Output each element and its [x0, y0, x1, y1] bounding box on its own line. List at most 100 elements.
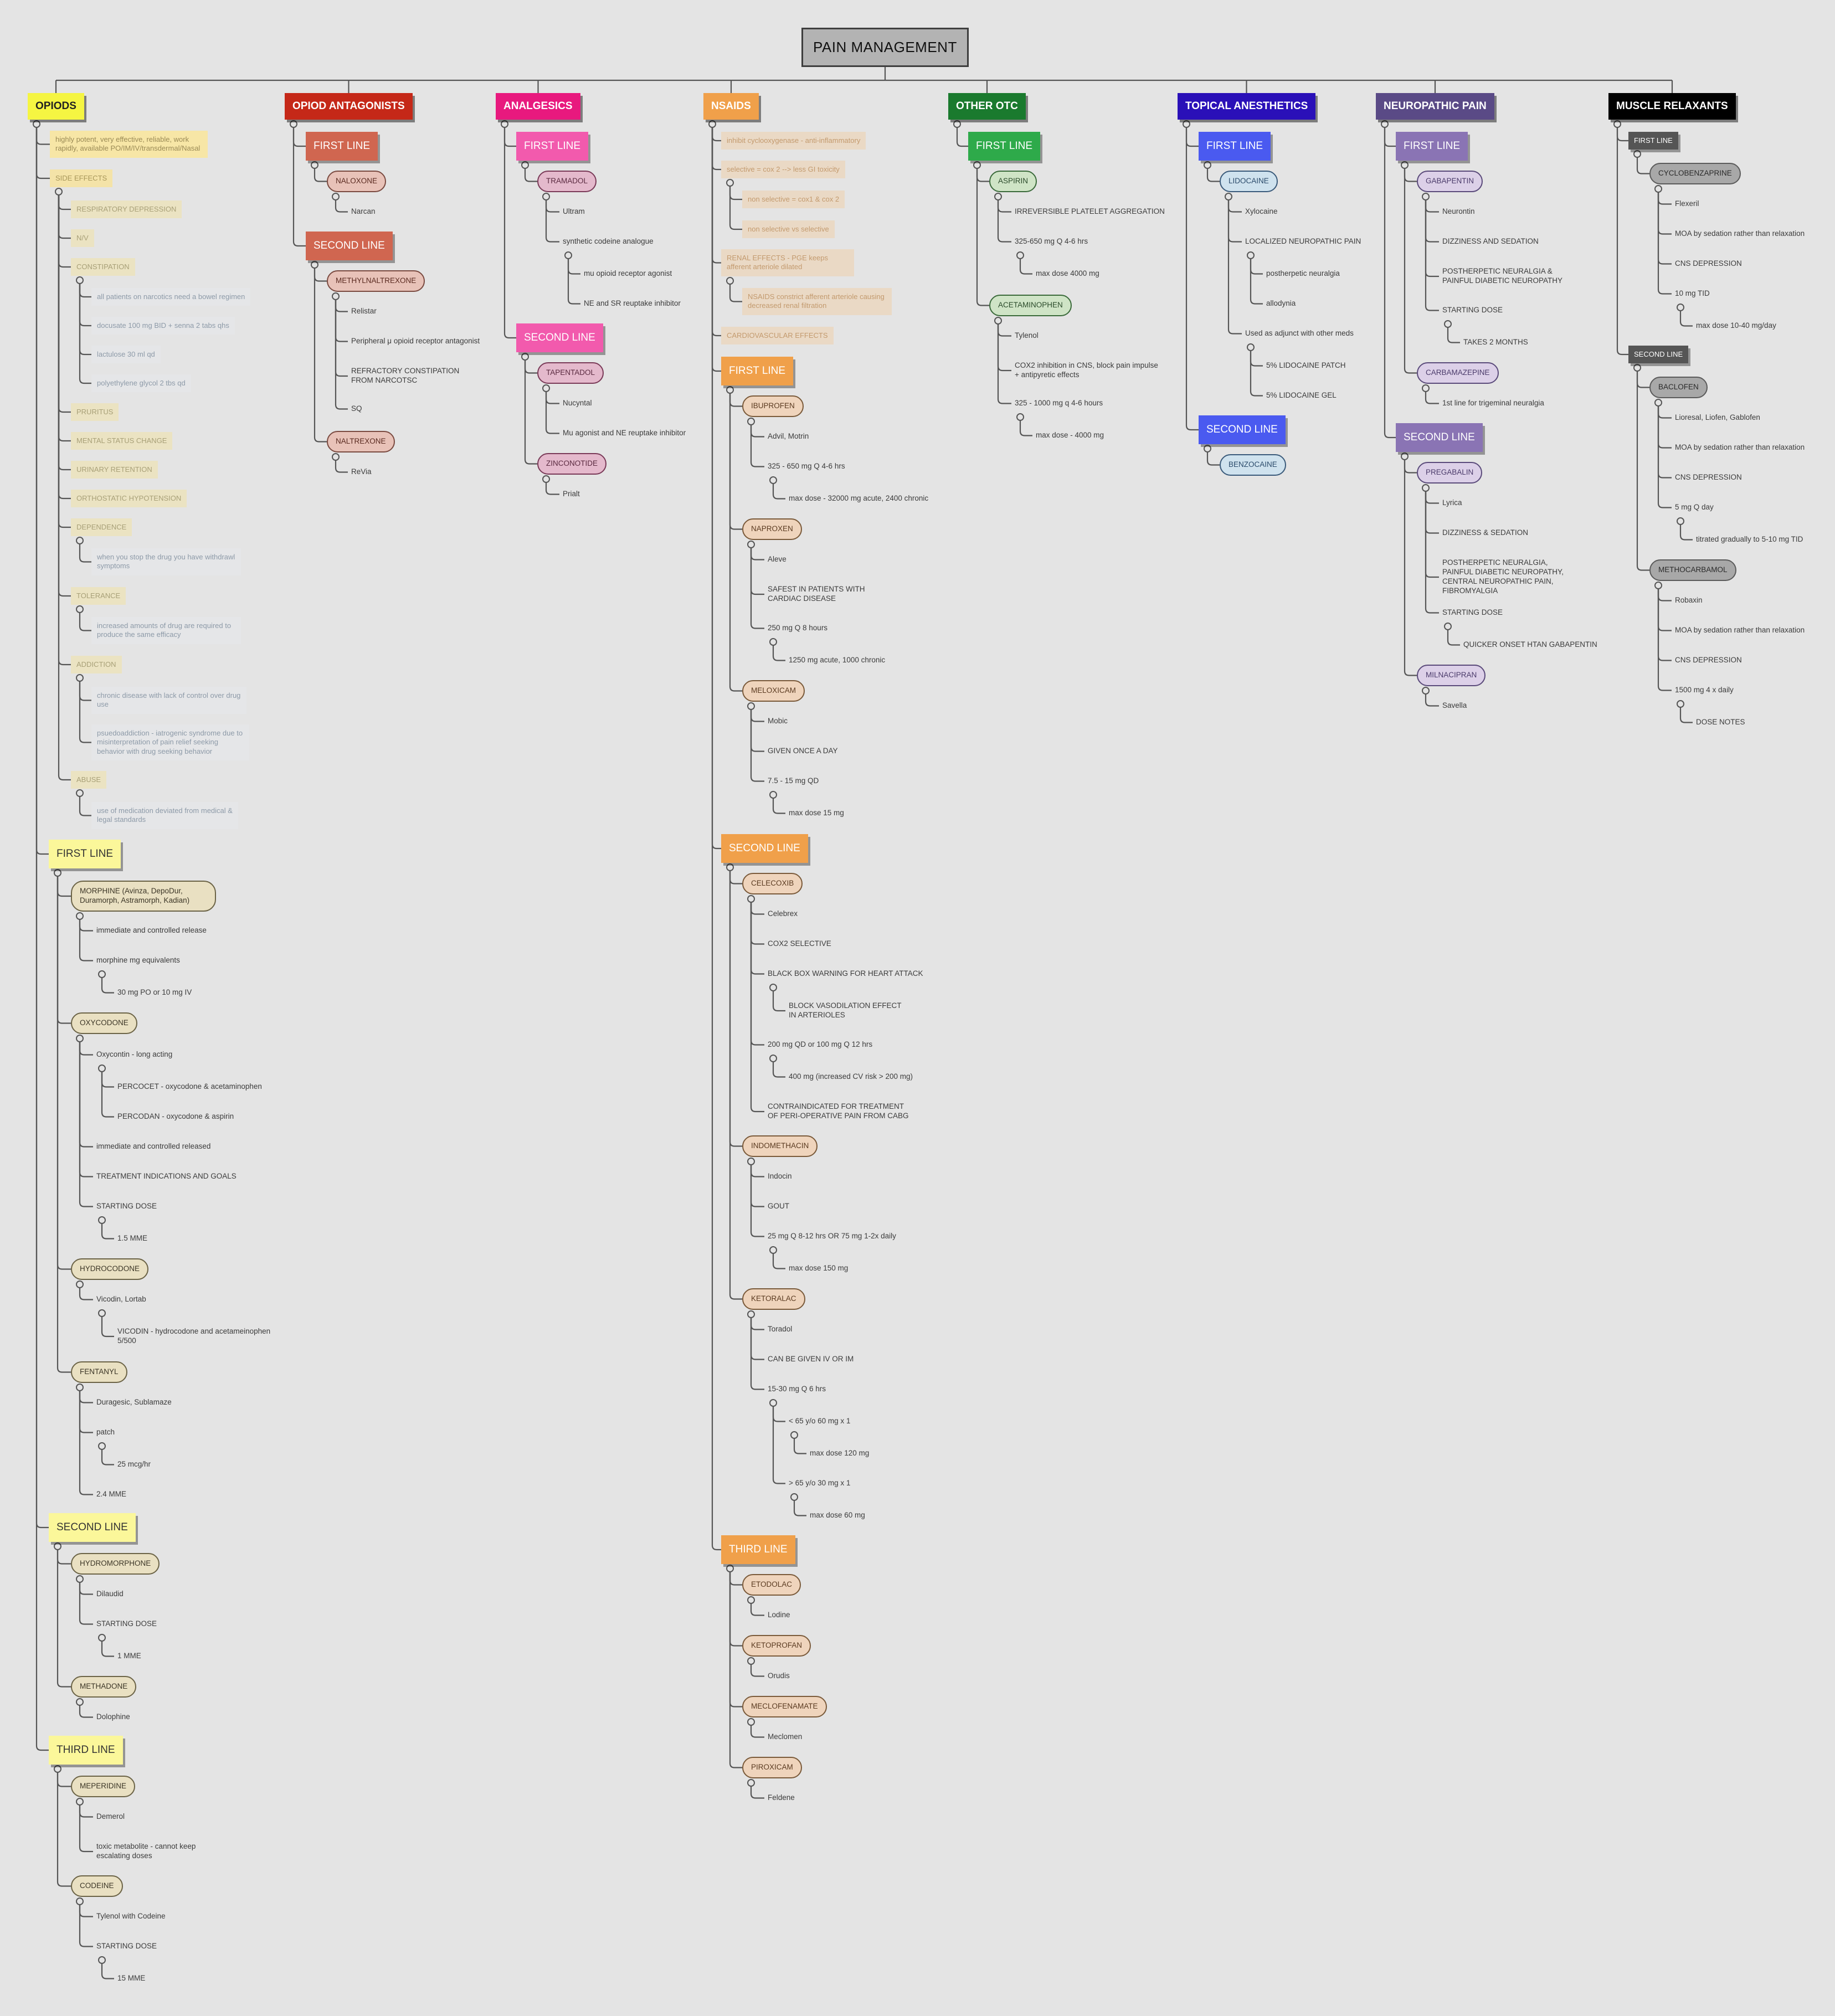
collapse-toggle-ns[interactable] [708, 120, 716, 128]
node-mr-bc4a[interactable]: titrated gradually to 5-10 mg TID [1696, 535, 1803, 543]
node-ns-cx5[interactable]: CONTRAINDICATED FOR TREATMENT OF PERI-OP… [768, 1102, 909, 1120]
node-mr-bc[interactable]: BACLOFEN [1649, 377, 1708, 398]
node-ot-as2[interactable]: 325-650 mg Q 4-6 hrs [1015, 237, 1088, 245]
node-an-sl[interactable]: SECOND LINE [516, 323, 603, 352]
node-op-hm2[interactable]: STARTING DOSE [96, 1619, 157, 1628]
node-an-tr[interactable]: TRAMADOL [537, 171, 597, 192]
node-op-oxy[interactable]: OXYCODONE [71, 1012, 137, 1034]
node-mr-cy[interactable]: CYCLOBENZAPRINE [1649, 163, 1741, 184]
node-mr-bc3[interactable]: CNS DEPRESSION [1675, 473, 1742, 481]
collapse-toggle-op-se10[interactable] [76, 674, 84, 682]
node-tp-li3b[interactable]: 5% LIDOCAINE GEL [1266, 391, 1337, 399]
node-oa-nt1[interactable]: ReVia [351, 467, 372, 476]
node-ns-px[interactable]: PIROXICAM [742, 1757, 802, 1778]
node-op-se1[interactable]: RESPIRATORY DEPRESSION [71, 200, 182, 219]
node-ns-np1[interactable]: Aleve [768, 555, 787, 563]
collapse-toggle-np-ga[interactable] [1422, 193, 1430, 200]
collapse-toggle-ot-ac3[interactable] [1016, 413, 1024, 421]
node-an-tr2a[interactable]: mu opioid receptor agonist [584, 269, 672, 277]
node-op-se9[interactable]: TOLERANCE [71, 587, 126, 605]
collapse-toggle-mr-sl[interactable] [1633, 364, 1641, 372]
node-op-oxy4[interactable]: STARTING DOSE [96, 1202, 157, 1210]
node-mr-cy2[interactable]: MOA by sedation rather than relaxation [1675, 229, 1805, 238]
node-mr-mc4[interactable]: 1500 mg 4 x daily [1675, 686, 1734, 694]
collapse-toggle-np-sl[interactable] [1401, 452, 1409, 460]
node-np-ga2[interactable]: DIZZINESS AND SEDATION [1442, 237, 1539, 245]
node-op-cd1[interactable]: Tylenol with Codeine [96, 1912, 166, 1920]
node-mr-bc4[interactable]: 5 mg Q day [1675, 503, 1714, 511]
node-ns-px1[interactable]: Feldene [768, 1793, 795, 1802]
collapse-toggle-ns-cx3[interactable] [769, 984, 777, 991]
collapse-toggle-op-mor[interactable] [76, 912, 84, 920]
collapse-toggle-an-tp[interactable] [542, 384, 550, 392]
node-an-tp1[interactable]: Nucyntal [563, 399, 592, 407]
node-tp-fl[interactable]: FIRST LINE [1199, 132, 1271, 161]
node-np-pg4[interactable]: STARTING DOSE [1442, 608, 1503, 616]
collapse-toggle-op-hyd1[interactable] [98, 1309, 106, 1317]
node-ns-in1[interactable]: Indocin [768, 1172, 792, 1180]
node-mr[interactable]: MUSCLE RELAXANTS [1608, 93, 1736, 120]
node-ns-kt3b1[interactable]: max dose 60 mg [810, 1511, 865, 1519]
node-tp-li2b[interactable]: allodynia [1266, 299, 1296, 307]
node-op-fen2a[interactable]: 25 mcg/hr [117, 1460, 151, 1468]
node-op-hyd[interactable]: HYDROCODONE [71, 1258, 149, 1280]
node-ns-kp1[interactable]: Orudis [768, 1672, 790, 1680]
node-op-mor3[interactable]: 30 mg PO or 10 mg IV [117, 988, 192, 996]
collapse-toggle-oa-nt[interactable] [332, 453, 340, 461]
node-np-pg[interactable]: PREGABALIN [1417, 462, 1483, 484]
collapse-toggle-ns-ren[interactable] [726, 277, 734, 285]
collapse-toggle-ot-fl[interactable] [973, 161, 981, 169]
collapse-toggle-ns-mx[interactable] [747, 702, 755, 710]
collapse-toggle-mr-bc4[interactable] [1677, 517, 1684, 525]
node-an-zi[interactable]: ZINCONOTIDE [537, 453, 606, 475]
node-op-se10b[interactable]: psuedoaddiction - iatrogenic syndrome du… [91, 724, 249, 760]
node-ns-np3[interactable]: 250 mg Q 8 hours [768, 624, 828, 632]
node-np-ga3[interactable]: POSTHERPETIC NEURALGIA & PAINFUL DIABETI… [1442, 267, 1563, 285]
collapse-toggle-op-se11[interactable] [76, 789, 84, 797]
node-np-pg1[interactable]: Lyrica [1442, 498, 1462, 507]
node-an[interactable]: ANALGESICS [496, 93, 580, 120]
collapse-toggle-op-se8[interactable] [76, 537, 84, 544]
node-op-se8a[interactable]: when you stop the drug you have withdraw… [91, 548, 241, 575]
node-ns-kt3a1[interactable]: max dose 120 mg [810, 1449, 870, 1457]
node-op-sl[interactable]: SECOND LINE [49, 1513, 136, 1542]
collapse-toggle-an[interactable] [501, 120, 508, 128]
node-ot-ac1[interactable]: Tylenol [1015, 331, 1039, 340]
collapse-toggle-op-hyd[interactable] [76, 1280, 84, 1288]
node-ns[interactable]: NSAIDS [703, 93, 759, 120]
collapse-toggle-op-fen2[interactable] [98, 1442, 106, 1450]
node-op-se10[interactable]: ADDICTION [71, 656, 122, 674]
node-oa-nal[interactable]: NALOXONE [327, 171, 387, 192]
node-ns-mx[interactable]: MELOXICAM [742, 680, 805, 702]
collapse-toggle-ns-px[interactable] [747, 1779, 755, 1787]
node-op-se11a[interactable]: use of medication deviated from medical … [91, 802, 238, 829]
node-np-ml[interactable]: MILNACIPRAN [1417, 665, 1486, 686]
node-ns-et[interactable]: ETODOLAC [742, 1574, 801, 1596]
collapse-toggle-ns-kt3a[interactable] [790, 1431, 798, 1439]
node-ns-kt3[interactable]: 15-30 mg Q 6 hrs [768, 1385, 826, 1393]
node-op-se2[interactable]: N/V [71, 229, 94, 248]
collapse-toggle-tp-li[interactable] [1225, 193, 1232, 200]
collapse-toggle-ot-as[interactable] [994, 193, 1002, 200]
collapse-toggle-mr-mc[interactable] [1654, 582, 1662, 589]
collapse-toggle-ns-in[interactable] [747, 1158, 755, 1165]
node-ns-ib[interactable]: IBUPROFEN [742, 395, 804, 417]
node-op-oxy3[interactable]: TREATMENT INDICATIONS AND GOALS [96, 1172, 237, 1180]
node-tp[interactable]: TOPICAL ANESTHETICS [1178, 93, 1316, 120]
collapse-toggle-oa-mn[interactable] [332, 292, 340, 300]
node-mr-cy3[interactable]: CNS DEPRESSION [1675, 259, 1742, 268]
node-op-mp2[interactable]: toxic metabolite - cannot keep escalatin… [96, 1842, 196, 1860]
node-oa-sl[interactable]: SECOND LINE [306, 232, 393, 260]
node-oa-mn[interactable]: METHYLNALTREXONE [327, 270, 425, 292]
node-np-ga4a[interactable]: TAKES 2 MONTHS [1463, 338, 1528, 346]
node-an-tr2b[interactable]: NE and SR reuptake inhibitor [584, 299, 681, 307]
node-mr-mc[interactable]: METHOCARBAMOL [1649, 559, 1736, 581]
collapse-toggle-op-se9[interactable] [76, 605, 84, 613]
collapse-toggle-tp-fl[interactable] [1204, 161, 1211, 169]
collapse-toggle-ns-cx4[interactable] [769, 1055, 777, 1062]
node-an-tr2[interactable]: synthetic codeine analogue [563, 237, 654, 245]
collapse-toggle-tp[interactable] [1183, 120, 1190, 128]
node-ot-ac3[interactable]: 325 - 1000 mg q 4-6 hours [1015, 399, 1103, 407]
collapse-toggle-ns-cx[interactable] [747, 895, 755, 903]
node-ot-as1[interactable]: IRREVERSIBLE PLATELET AGGREGATION [1015, 207, 1165, 215]
